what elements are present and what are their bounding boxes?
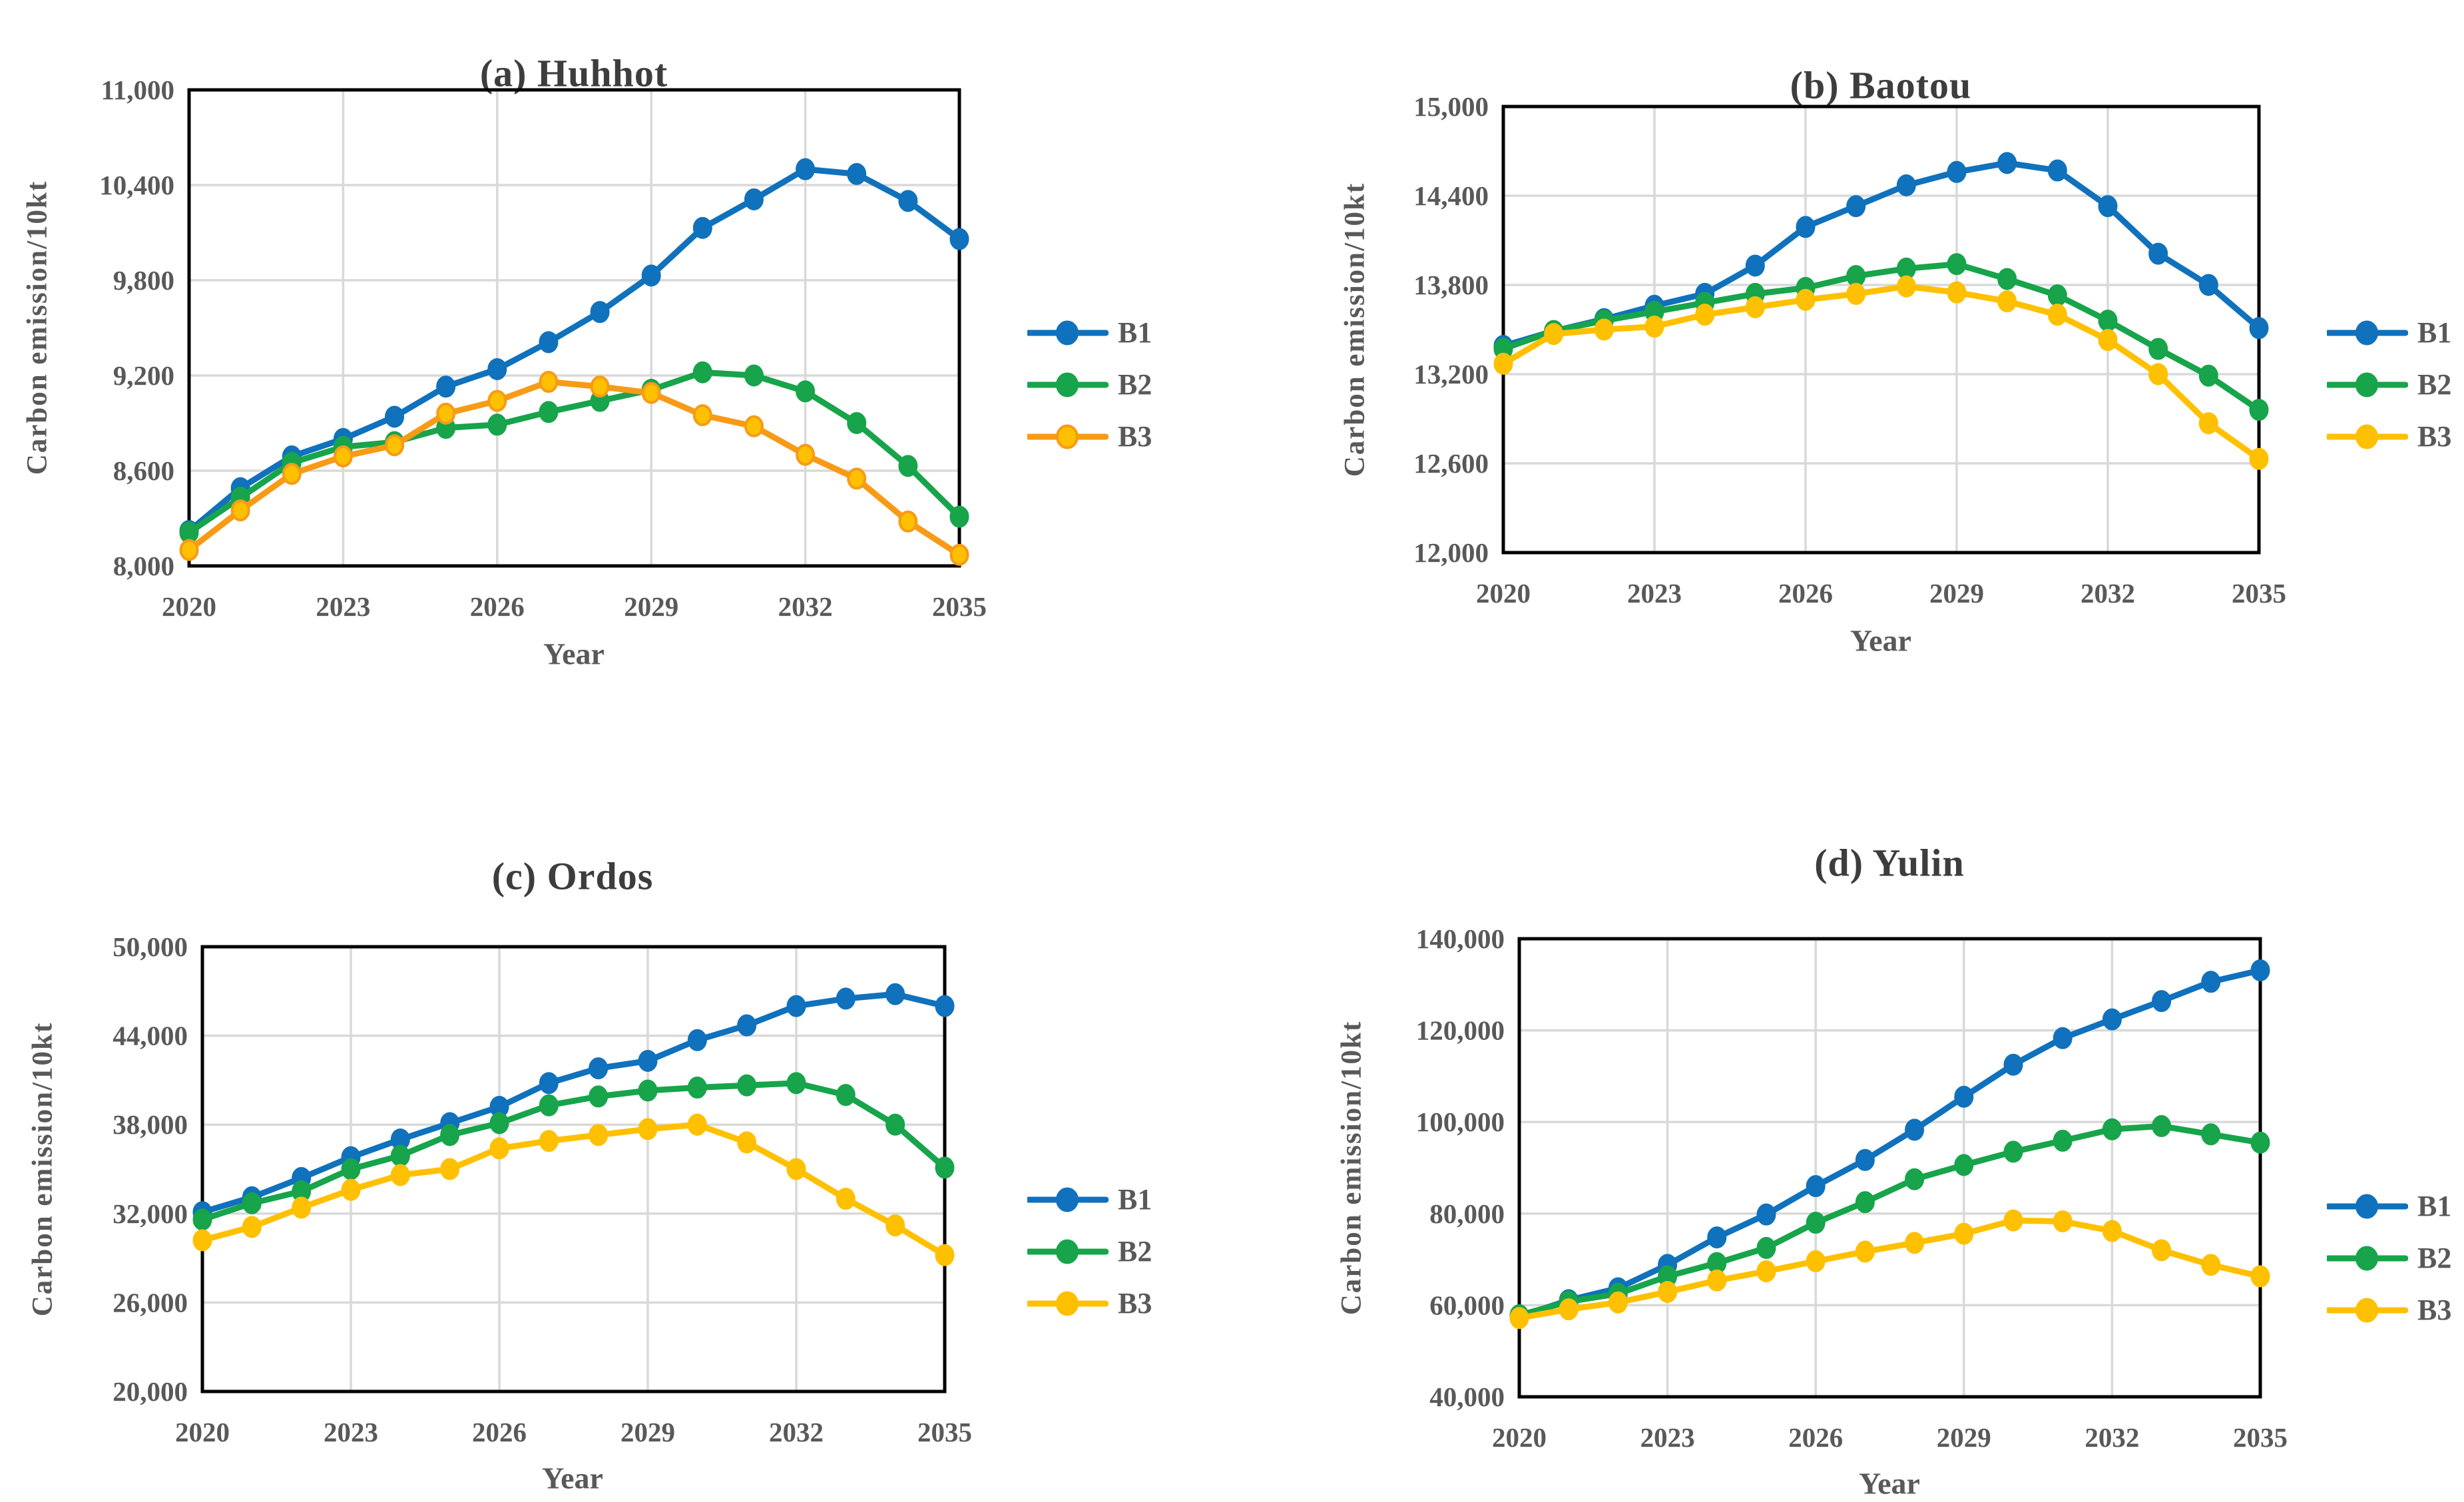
svg-text:12,000: 12,000 bbox=[1413, 537, 1489, 568]
chart-d-x-axis-label: Year bbox=[1859, 1466, 1920, 1501]
svg-text:2029: 2029 bbox=[1937, 1422, 1991, 1453]
svg-text:44,000: 44,000 bbox=[113, 1021, 188, 1051]
svg-text:60,000: 60,000 bbox=[1429, 1290, 1505, 1320]
chart-b-plot-area: 12,000 12,600 13,200 13,800 14,400 15,000 2020… bbox=[1413, 91, 2286, 609]
chart-d: (d) Yulin Carbon emission/10kt 40,000 60,… bbox=[1232, 751, 2464, 1502]
svg-text:2032: 2032 bbox=[2081, 578, 2135, 609]
chart-a: (a) Huhhot Carbon emission/10kt 8,000 8,6… bbox=[0, 0, 1232, 751]
svg-text:2020: 2020 bbox=[175, 1417, 230, 1447]
svg-text:8,000: 8,000 bbox=[113, 551, 174, 581]
chart-c-x-axis-label: Year bbox=[542, 1461, 603, 1495]
svg-text:2035: 2035 bbox=[932, 591, 987, 622]
chart-c-title: (c) Ordos bbox=[491, 854, 654, 898]
svg-text:50,000: 50,000 bbox=[113, 931, 188, 962]
chart-b-x-axis-label: Year bbox=[1850, 623, 1911, 658]
chart-a-plot-area: 8,000 8,600 9,200 9,800 10,400 11,000 2020 2023… bbox=[99, 75, 987, 622]
svg-text:38,000: 38,000 bbox=[113, 1109, 188, 1140]
svg-text:2032: 2032 bbox=[769, 1417, 824, 1447]
chart-c: (c) Ordos Carbon emission/10kt 20,000 26,… bbox=[0, 751, 1232, 1502]
svg-text:80,000: 80,000 bbox=[1429, 1198, 1505, 1229]
svg-text:2020: 2020 bbox=[1492, 1422, 1547, 1453]
svg-text:2023: 2023 bbox=[316, 591, 370, 622]
chart-b: (b) Baotou Carbon emission/10kt 12,000 12… bbox=[1232, 0, 2464, 751]
chart-b-title: (b) Baotou bbox=[1790, 63, 1972, 107]
svg-text:2035: 2035 bbox=[2232, 578, 2286, 609]
svg-text:10,400: 10,400 bbox=[99, 170, 174, 200]
svg-text:120,000: 120,000 bbox=[1416, 1015, 1505, 1046]
chart-d-plot-area: 40,000 60,000 80,000 100,000 120,000 140,000 2… bbox=[1416, 923, 2288, 1453]
chart-c-plot-area: 20,000 26,000 32,000 38,000 44,000 50,000 2020… bbox=[113, 931, 972, 1447]
svg-text:11,000: 11,000 bbox=[101, 75, 175, 105]
svg-text:13,200: 13,200 bbox=[1413, 359, 1489, 389]
svg-text:2032: 2032 bbox=[2085, 1422, 2139, 1453]
svg-text:40,000: 40,000 bbox=[1429, 1381, 1505, 1412]
svg-text:2020: 2020 bbox=[1476, 578, 1531, 609]
svg-text:100,000: 100,000 bbox=[1416, 1107, 1505, 1137]
svg-text:13,800: 13,800 bbox=[1413, 270, 1489, 300]
svg-text:2023: 2023 bbox=[1627, 578, 1682, 609]
svg-text:2020: 2020 bbox=[162, 591, 216, 622]
svg-text:2026: 2026 bbox=[1778, 578, 1833, 609]
svg-text:15,000: 15,000 bbox=[1413, 91, 1489, 122]
svg-text:2035: 2035 bbox=[2233, 1422, 2288, 1453]
svg-text:2032: 2032 bbox=[778, 591, 833, 622]
svg-text:26,000: 26,000 bbox=[113, 1287, 188, 1318]
svg-text:2023: 2023 bbox=[1640, 1422, 1695, 1453]
chart-a-x-axis-label: Year bbox=[543, 636, 605, 671]
svg-text:2035: 2035 bbox=[917, 1417, 972, 1447]
svg-text:8,600: 8,600 bbox=[113, 455, 174, 486]
svg-text:2029: 2029 bbox=[620, 1417, 675, 1447]
svg-text:20,000: 20,000 bbox=[113, 1376, 188, 1407]
svg-text:2023: 2023 bbox=[324, 1417, 378, 1447]
svg-text:2026: 2026 bbox=[470, 591, 525, 622]
svg-text:9,200: 9,200 bbox=[113, 360, 174, 391]
chart-a-title: (a) Huhhot bbox=[479, 51, 668, 95]
chart-d-title: (d) Yulin bbox=[1814, 841, 1965, 885]
svg-text:140,000: 140,000 bbox=[1416, 923, 1505, 954]
svg-text:12,600: 12,600 bbox=[1413, 448, 1489, 479]
svg-text:2026: 2026 bbox=[472, 1417, 527, 1447]
svg-text:32,000: 32,000 bbox=[113, 1198, 188, 1229]
svg-text:9,800: 9,800 bbox=[113, 265, 174, 296]
svg-text:14,400: 14,400 bbox=[1413, 180, 1489, 211]
svg-text:2026: 2026 bbox=[1788, 1422, 1843, 1453]
svg-text:2029: 2029 bbox=[624, 591, 678, 622]
svg-text:2029: 2029 bbox=[1929, 578, 1984, 609]
